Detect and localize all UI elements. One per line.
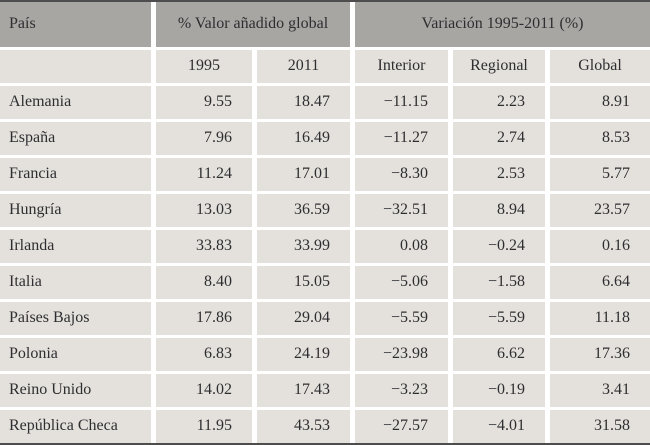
- subheader-1995: 1995: [156, 50, 252, 83]
- v1995-cell: 13.03: [156, 194, 252, 227]
- regional-cell: −4.01: [453, 410, 545, 443]
- interior-cell: −3.23: [355, 374, 448, 407]
- country-cell: República Checa: [0, 410, 151, 443]
- subheader-empty-cell: [0, 50, 151, 83]
- v1995-cell: 14.02: [156, 374, 252, 407]
- country-cell: España: [0, 122, 151, 155]
- global-cell: 3.41: [550, 374, 650, 407]
- global-cell: 31.58: [550, 410, 650, 443]
- v2011-cell: 43.53: [257, 410, 350, 443]
- global-cell: 6.64: [550, 266, 650, 299]
- v2011-cell: 16.49: [257, 122, 350, 155]
- table-row: República Checa 11.95 43.53 −27.57 −4.01…: [0, 410, 650, 443]
- v1995-cell: 17.86: [156, 302, 252, 335]
- table-row: Italia 8.40 15.05 −5.06 −1.58 6.64: [0, 266, 650, 299]
- regional-cell: 8.94: [453, 194, 545, 227]
- v1995-cell: 7.96: [156, 122, 252, 155]
- table-row: España 7.96 16.49 −11.27 2.74 8.53: [0, 122, 650, 155]
- interior-cell: −32.51: [355, 194, 448, 227]
- global-cell: 17.36: [550, 338, 650, 371]
- country-cell: Italia: [0, 266, 151, 299]
- interior-cell: −8.30: [355, 158, 448, 191]
- global-cell: 8.53: [550, 122, 650, 155]
- regional-cell: 6.62: [453, 338, 545, 371]
- v1995-cell: 33.83: [156, 230, 252, 263]
- global-cell: 11.18: [550, 302, 650, 335]
- regional-cell: −5.59: [453, 302, 545, 335]
- v2011-cell: 17.01: [257, 158, 350, 191]
- global-cell: 8.91: [550, 86, 650, 119]
- country-cell: Reino Unido: [0, 374, 151, 407]
- subheader-interior: Interior: [355, 50, 448, 83]
- subheader-global: Global: [550, 50, 650, 83]
- regional-cell: −1.58: [453, 266, 545, 299]
- country-cell: Países Bajos: [0, 302, 151, 335]
- v1995-cell: 6.83: [156, 338, 252, 371]
- v2011-cell: 36.59: [257, 194, 350, 227]
- interior-cell: −27.57: [355, 410, 448, 443]
- regional-cell: 2.74: [453, 122, 545, 155]
- table-row: Polonia 6.83 24.19 −23.98 6.62 17.36: [0, 338, 650, 371]
- v1995-cell: 9.55: [156, 86, 252, 119]
- subheader-regional: Regional: [453, 50, 545, 83]
- interior-cell: −11.15: [355, 86, 448, 119]
- v1995-cell: 11.95: [156, 410, 252, 443]
- v2011-cell: 24.19: [257, 338, 350, 371]
- country-cell: Francia: [0, 158, 151, 191]
- country-cell: Alemania: [0, 86, 151, 119]
- table-row: Países Bajos 17.86 29.04 −5.59 −5.59 11.…: [0, 302, 650, 335]
- country-cell: Irlanda: [0, 230, 151, 263]
- country-cell: Hungría: [0, 194, 151, 227]
- table-row: Irlanda 33.83 33.99 0.08 −0.24 0.16: [0, 230, 650, 263]
- header-row: País % Valor añadido global Variación 19…: [0, 2, 650, 47]
- v2011-cell: 17.43: [257, 374, 350, 407]
- v1995-cell: 11.24: [156, 158, 252, 191]
- table-row: Alemania 9.55 18.47 −11.15 2.23 8.91: [0, 86, 650, 119]
- interior-cell: 0.08: [355, 230, 448, 263]
- header-group-valor-anadido: % Valor añadido global: [156, 2, 350, 47]
- regional-cell: 2.23: [453, 86, 545, 119]
- header-pais: País: [0, 2, 151, 47]
- header-group-variacion: Variación 1995-2011 (%): [355, 2, 650, 47]
- regional-cell: −0.24: [453, 230, 545, 263]
- global-cell: 0.16: [550, 230, 650, 263]
- interior-cell: −5.06: [355, 266, 448, 299]
- v1995-cell: 8.40: [156, 266, 252, 299]
- interior-cell: −5.59: [355, 302, 448, 335]
- interior-cell: −11.27: [355, 122, 448, 155]
- subheader-2011: 2011: [257, 50, 350, 83]
- table-row: Hungría 13.03 36.59 −32.51 8.94 23.57: [0, 194, 650, 227]
- regional-cell: −0.19: [453, 374, 545, 407]
- v2011-cell: 18.47: [257, 86, 350, 119]
- global-cell: 23.57: [550, 194, 650, 227]
- global-cell: 5.77: [550, 158, 650, 191]
- country-cell: Polonia: [0, 338, 151, 371]
- table-row: Francia 11.24 17.01 −8.30 2.53 5.77: [0, 158, 650, 191]
- v2011-cell: 33.99: [257, 230, 350, 263]
- table-row: Reino Unido 14.02 17.43 −3.23 −0.19 3.41: [0, 374, 650, 407]
- interior-cell: −23.98: [355, 338, 448, 371]
- v2011-cell: 15.05: [257, 266, 350, 299]
- regional-cell: 2.53: [453, 158, 545, 191]
- subheader-row: 1995 2011 Interior Regional Global: [0, 50, 650, 83]
- v2011-cell: 29.04: [257, 302, 350, 335]
